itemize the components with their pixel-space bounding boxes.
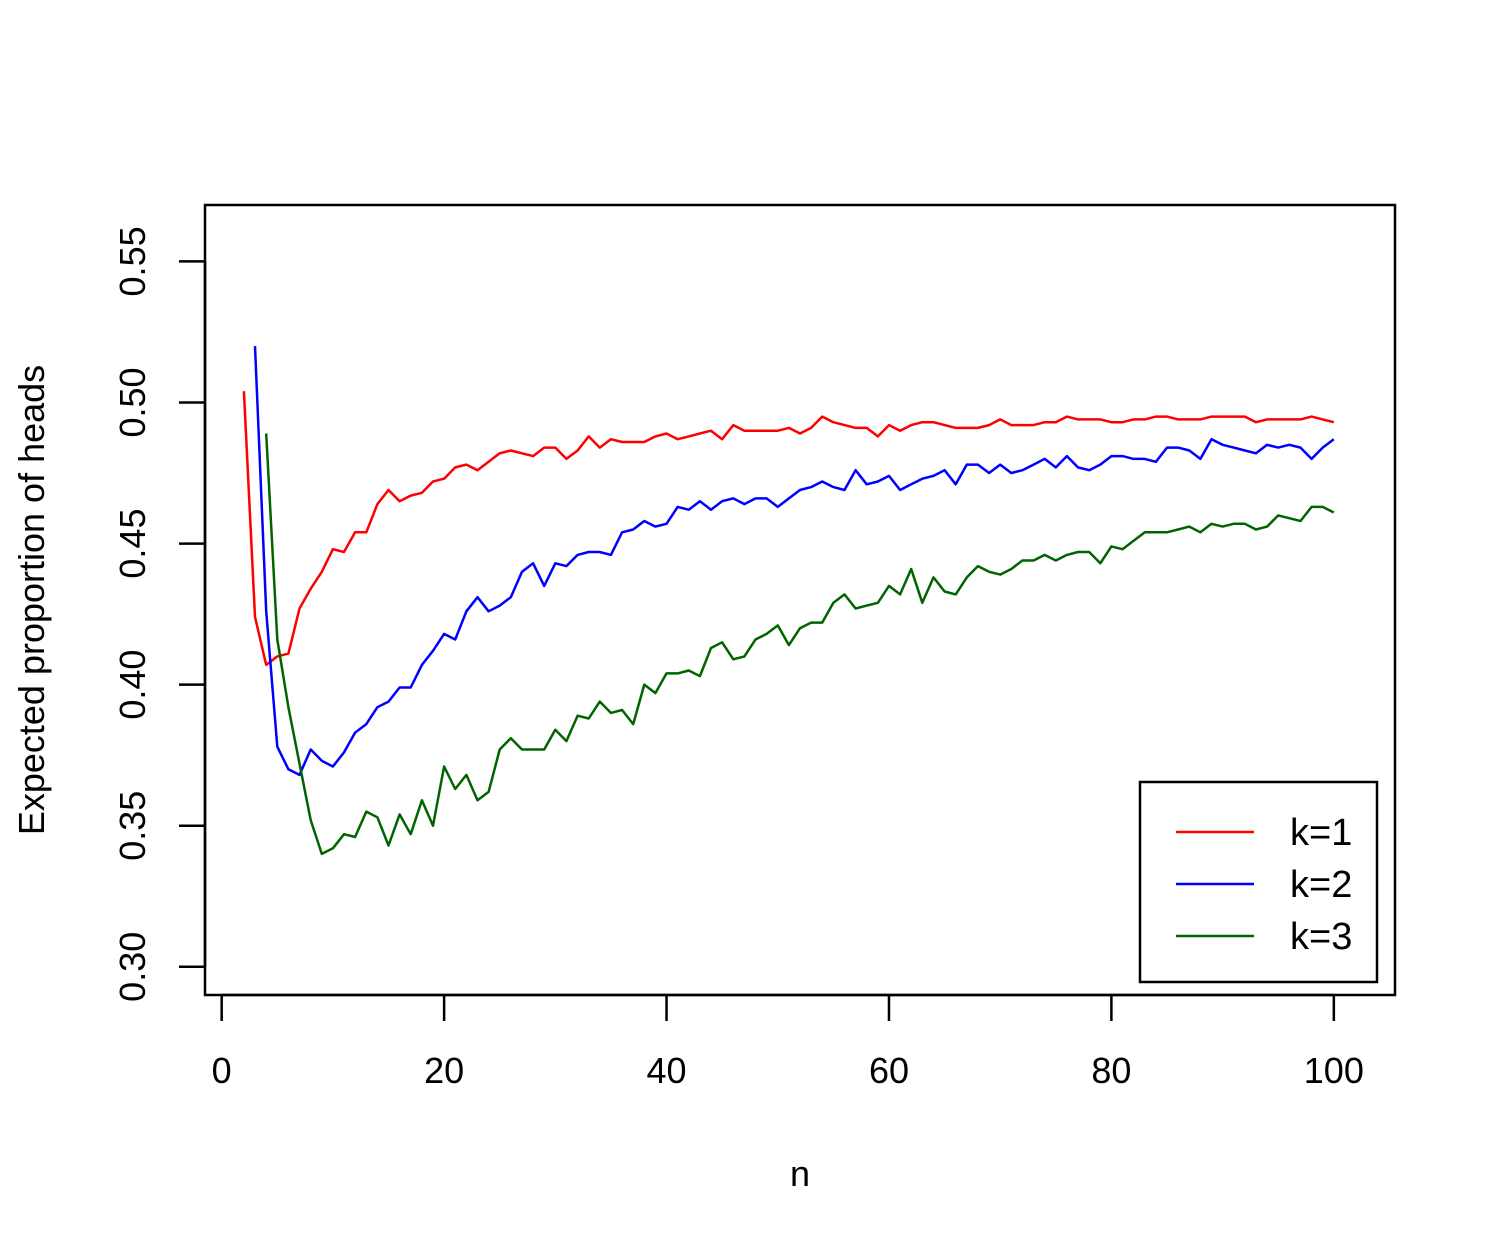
legend: k=1 k=2 k=3 <box>1138 780 1379 984</box>
x-tick-label: 100 <box>1304 1050 1364 1091</box>
y-tick-label: 0.30 <box>112 932 153 1002</box>
series-line-k=2 <box>253 346 1335 777</box>
y-tick-label: 0.55 <box>112 226 153 296</box>
x-tick-label: 80 <box>1091 1050 1131 1091</box>
y-tick-label: 0.35 <box>112 791 153 861</box>
legend-label-k=1: k=1 <box>1290 812 1352 854</box>
x-tick-label: 0 <box>212 1050 232 1091</box>
y-tick-label: 0.45 <box>112 509 153 579</box>
y-axis: 0.30 0.35 0.40 0.45 0.50 0.55 <box>112 226 207 1002</box>
x-tick-label: 40 <box>647 1050 687 1091</box>
x-axis: 0 20 40 60 80 100 <box>212 993 1364 1091</box>
legend-box <box>1138 780 1379 984</box>
x-tick-label: 60 <box>869 1050 909 1091</box>
series-line-k=3 <box>264 433 1335 856</box>
y-tick-label: 0.50 <box>112 367 153 437</box>
y-tick-label: 0.40 <box>112 650 153 720</box>
legend-label-k=3: k=3 <box>1290 916 1352 958</box>
y-axis-label: Expected proportion of heads <box>11 365 52 835</box>
series-layer <box>242 346 1335 856</box>
legend-label-k=2: k=2 <box>1290 864 1352 906</box>
x-axis-label: n <box>790 1153 810 1194</box>
series-line-k=1 <box>242 391 1335 667</box>
x-tick-label: 20 <box>424 1050 464 1091</box>
